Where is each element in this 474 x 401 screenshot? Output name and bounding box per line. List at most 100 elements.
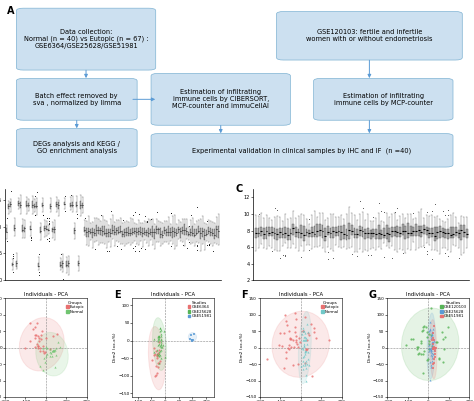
Point xyxy=(160,328,168,334)
PathPatch shape xyxy=(178,227,180,233)
Point xyxy=(439,359,447,366)
Point xyxy=(295,360,302,367)
PathPatch shape xyxy=(118,227,119,234)
PathPatch shape xyxy=(92,228,93,237)
Point xyxy=(151,349,158,356)
Point xyxy=(283,322,291,328)
Point xyxy=(292,332,300,339)
Text: E: E xyxy=(114,290,121,300)
Point xyxy=(422,324,430,330)
Point xyxy=(155,353,163,359)
PathPatch shape xyxy=(327,226,329,235)
FancyBboxPatch shape xyxy=(16,79,137,120)
Point xyxy=(154,346,161,353)
PathPatch shape xyxy=(6,228,8,232)
Point xyxy=(305,362,312,368)
Point xyxy=(302,377,310,384)
Point xyxy=(150,344,158,351)
Ellipse shape xyxy=(429,320,437,379)
Point xyxy=(300,328,307,334)
Point xyxy=(424,357,431,363)
PathPatch shape xyxy=(202,228,203,237)
PathPatch shape xyxy=(162,231,164,238)
Point xyxy=(31,324,39,330)
Point xyxy=(31,344,38,350)
Point xyxy=(285,345,293,352)
PathPatch shape xyxy=(200,227,201,239)
Point xyxy=(429,339,437,345)
PathPatch shape xyxy=(214,229,216,239)
Point xyxy=(48,348,55,354)
PathPatch shape xyxy=(279,228,281,238)
PathPatch shape xyxy=(255,228,257,238)
PathPatch shape xyxy=(332,227,334,238)
Point xyxy=(48,353,56,359)
Point xyxy=(46,352,54,359)
Point xyxy=(155,350,162,357)
Point xyxy=(402,341,410,348)
Y-axis label: Dim2 (xx.x%): Dim2 (xx.x%) xyxy=(368,333,372,363)
Point xyxy=(156,327,164,334)
Point xyxy=(428,336,436,343)
PathPatch shape xyxy=(88,228,90,237)
Point xyxy=(154,370,161,377)
PathPatch shape xyxy=(287,228,289,240)
Point xyxy=(55,339,62,345)
Point xyxy=(428,350,436,356)
Point xyxy=(425,348,433,354)
Point xyxy=(414,350,422,357)
PathPatch shape xyxy=(14,225,16,231)
Point xyxy=(154,337,162,344)
Point xyxy=(429,365,437,371)
Point xyxy=(302,358,310,365)
PathPatch shape xyxy=(12,263,13,266)
PathPatch shape xyxy=(210,228,211,237)
Point xyxy=(153,355,160,361)
Point xyxy=(37,336,45,342)
Point xyxy=(291,310,298,316)
Point xyxy=(438,329,446,335)
PathPatch shape xyxy=(184,225,185,235)
PathPatch shape xyxy=(460,225,462,240)
Ellipse shape xyxy=(153,318,167,371)
Point xyxy=(34,343,41,349)
Point xyxy=(310,325,318,331)
Point xyxy=(148,357,156,364)
Point xyxy=(418,340,425,346)
PathPatch shape xyxy=(66,261,67,267)
Point xyxy=(300,346,307,352)
PathPatch shape xyxy=(375,229,377,239)
Point xyxy=(429,330,437,336)
Point xyxy=(288,335,295,342)
PathPatch shape xyxy=(340,226,342,240)
Point xyxy=(35,335,43,341)
PathPatch shape xyxy=(455,227,457,236)
Point xyxy=(34,333,41,339)
Point xyxy=(304,329,311,335)
Text: Estimation of infiltrating
immune cells by MCP-counter: Estimation of infiltrating immune cells … xyxy=(334,93,433,106)
Text: A: A xyxy=(7,6,15,16)
Point xyxy=(425,344,433,351)
Point xyxy=(50,347,57,354)
PathPatch shape xyxy=(428,228,430,238)
Point xyxy=(155,351,163,358)
Point xyxy=(162,354,169,360)
PathPatch shape xyxy=(170,229,172,235)
Point xyxy=(300,340,307,347)
Ellipse shape xyxy=(188,332,197,341)
Point xyxy=(304,356,312,362)
PathPatch shape xyxy=(343,225,345,239)
PathPatch shape xyxy=(188,232,190,236)
PathPatch shape xyxy=(401,225,403,235)
PathPatch shape xyxy=(104,226,106,235)
PathPatch shape xyxy=(134,228,136,234)
Point xyxy=(310,329,318,336)
Point xyxy=(294,344,301,350)
Point xyxy=(429,335,437,341)
Point xyxy=(38,328,46,334)
PathPatch shape xyxy=(182,227,183,234)
Point xyxy=(156,325,164,332)
Point xyxy=(304,361,311,367)
Point xyxy=(301,330,309,336)
Point xyxy=(297,363,304,369)
